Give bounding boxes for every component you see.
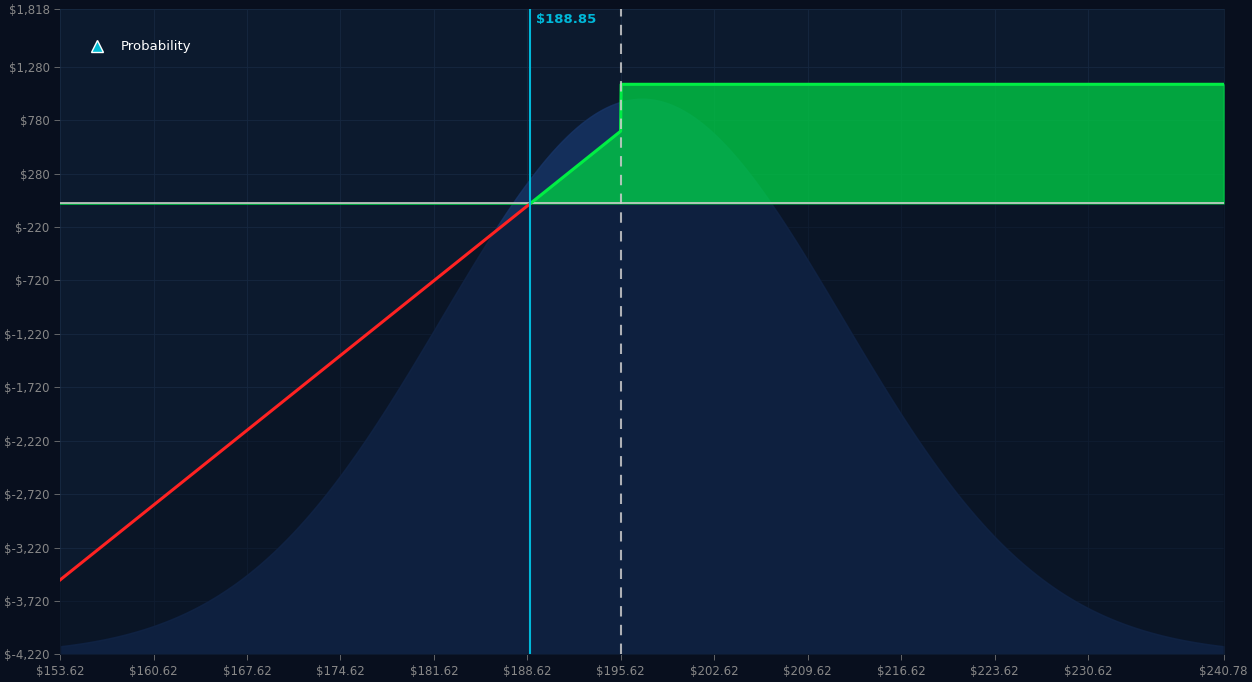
Legend: Probability: Probability <box>79 35 197 59</box>
Text: $188.85: $188.85 <box>536 14 596 27</box>
